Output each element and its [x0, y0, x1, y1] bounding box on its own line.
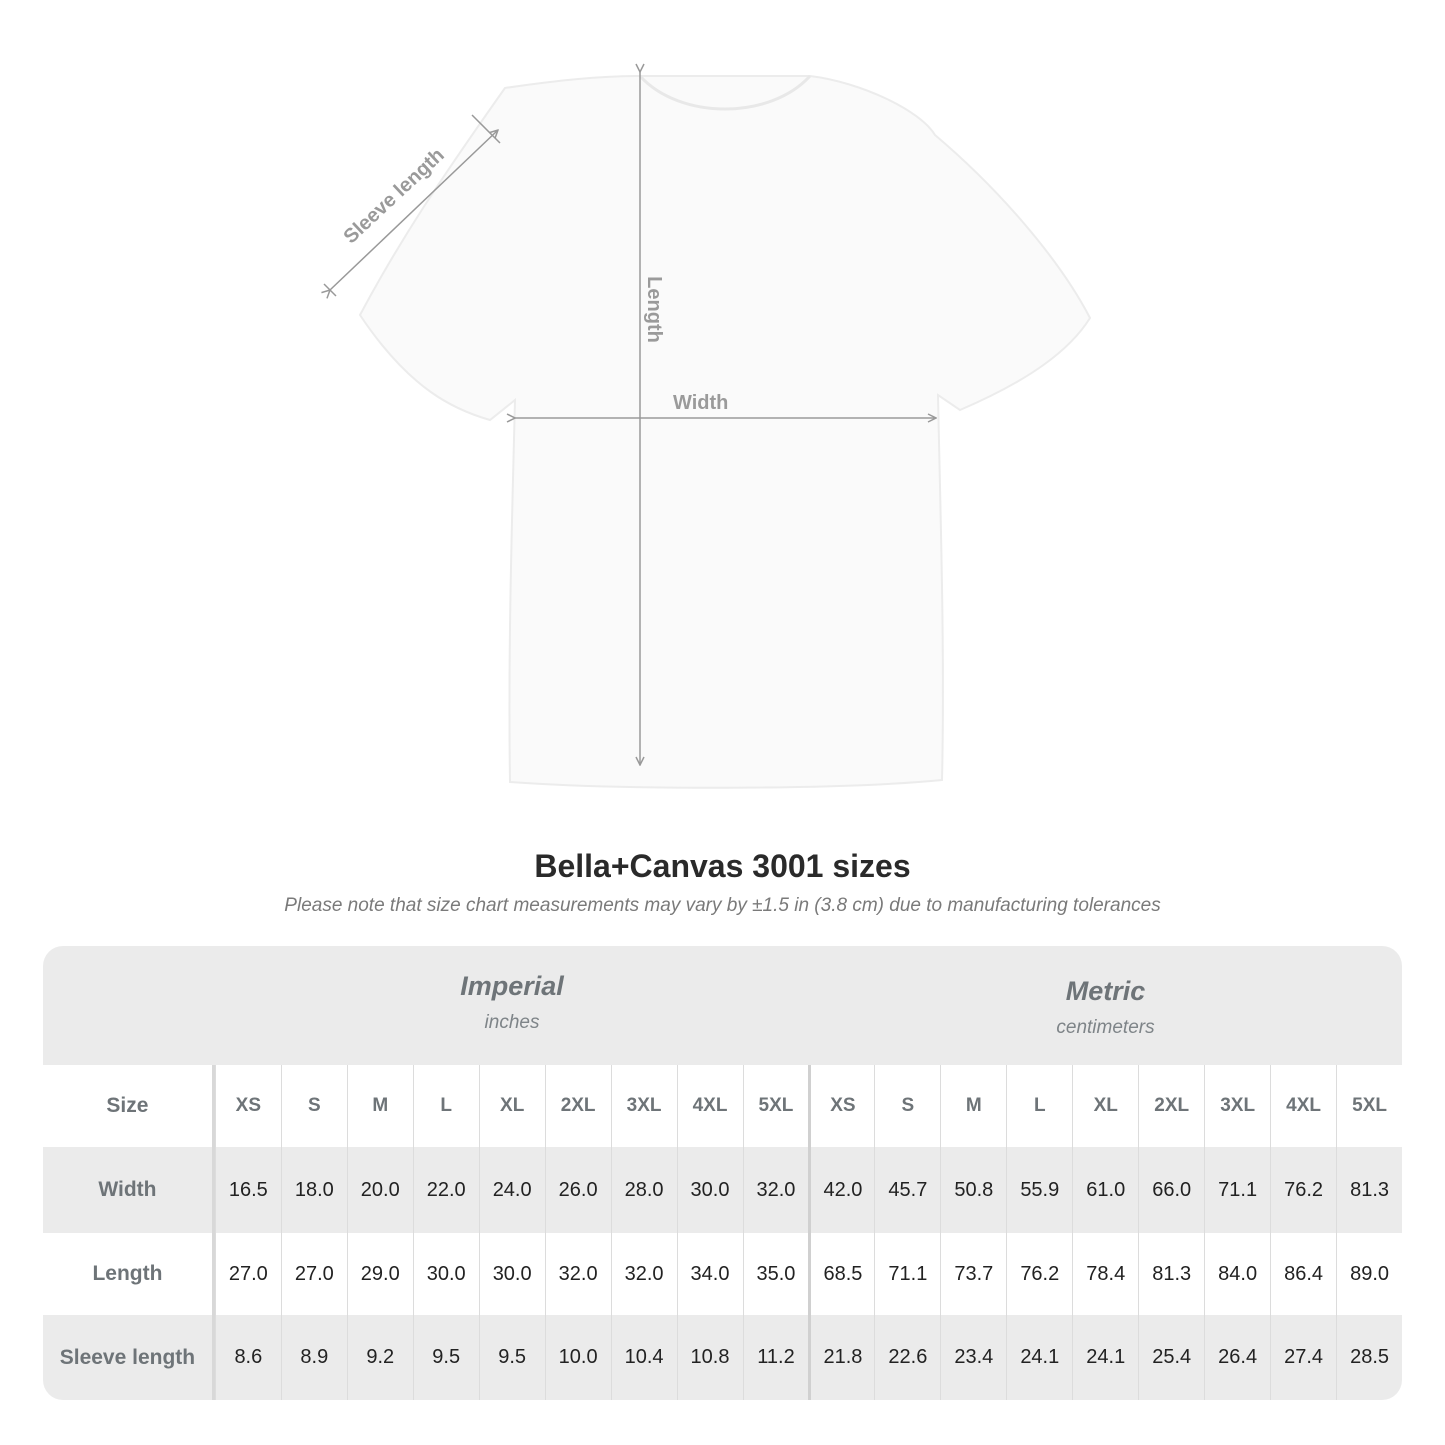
size-imperial-header: XL — [478, 1065, 545, 1147]
metric-value-cell: 76.2 — [1270, 1147, 1336, 1233]
tolerance-note: Please note that size chart measurements… — [284, 895, 1161, 916]
imperial-value-cell: 32.0 — [544, 1233, 611, 1315]
size-imperial-header: M — [346, 1065, 413, 1147]
imperial-value-cell: 24.0 — [478, 1147, 545, 1233]
imperial-value-cell: 30.0 — [676, 1147, 743, 1233]
metric-value-cell: 50.8 — [940, 1147, 1006, 1233]
tshirt-diagram — [0, 0, 1092, 789]
imperial-value-cell: 11.2 — [742, 1315, 809, 1400]
row-label: Length — [43, 1233, 215, 1315]
size-metric-header: XS — [808, 1065, 874, 1147]
metric-value-cell: 21.8 — [808, 1315, 874, 1400]
size-imperial-header: S — [280, 1065, 347, 1147]
imperial-value-cell: 18.0 — [280, 1147, 347, 1233]
metric-value-cell: 22.6 — [874, 1315, 940, 1400]
metric-value-cell: 76.2 — [1006, 1233, 1072, 1315]
size-imperial-header: 3XL — [610, 1065, 677, 1147]
length-label: Length — [642, 276, 665, 343]
imperial-value-cell: 10.4 — [610, 1315, 677, 1400]
size-metric-header: 4XL — [1270, 1065, 1336, 1147]
size-header-row: Size XS S M L XL 2XL 3XL 4XL 5XL XS S M L XL 2XL 3XL 4XL 5… — [43, 1065, 1402, 1147]
imperial-value-cell: 29.0 — [346, 1233, 413, 1315]
metric-value-cell: 71.1 — [874, 1233, 940, 1315]
metric-value-cell: 81.3 — [1336, 1147, 1402, 1233]
metric-value-cell: 71.1 — [1204, 1147, 1270, 1233]
imperial-value-cell: 9.5 — [412, 1315, 479, 1400]
imperial-value-cell: 32.0 — [742, 1147, 809, 1233]
imperial-value-cell: 28.0 — [610, 1147, 677, 1233]
size-metric-header: 5XL — [1336, 1065, 1402, 1147]
metric-value-cell: 42.0 — [808, 1147, 874, 1233]
page-title: Bella+Canvas 3001 sizes — [534, 848, 911, 884]
metric-value-cell: 24.1 — [1072, 1315, 1138, 1400]
metric-value-cell: 23.4 — [940, 1315, 1006, 1400]
sleeve-length-arrow — [330, 130, 498, 290]
size-metric-header: XL — [1072, 1065, 1138, 1147]
metric-header: Metric centimeters — [809, 946, 1402, 1064]
imperial-value-cell: 35.0 — [742, 1233, 809, 1315]
imperial-value-cell: 10.0 — [544, 1315, 611, 1400]
metric-value-cell: 28.5 — [1336, 1315, 1402, 1400]
imperial-value-cell: 20.0 — [346, 1147, 413, 1233]
imperial-header: Imperial inches — [215, 946, 809, 1064]
imperial-value-cell: 27.0 — [214, 1233, 281, 1315]
metric-value-cell: 78.4 — [1072, 1233, 1138, 1315]
row-label: Width — [43, 1147, 215, 1233]
imperial-value-cell: 32.0 — [610, 1233, 677, 1315]
imperial-value-cell: 22.0 — [412, 1147, 479, 1233]
size-metric-header: 2XL — [1138, 1065, 1204, 1147]
table-row: Sleeve length 8.6 8.9 9.2 9.5 9.5 10.0 10.4 10.8… — [43, 1315, 1402, 1400]
metric-value-cell: 24.1 — [1006, 1315, 1072, 1400]
collar — [638, 74, 812, 111]
row-label: Sleeve length — [43, 1315, 215, 1400]
metric-value-cell: 81.3 — [1138, 1233, 1204, 1315]
size-label: Size — [43, 1065, 215, 1147]
size-metric-header: S — [874, 1065, 940, 1147]
metric-title: Metric — [1065, 976, 1146, 1006]
metric-value-cell: 61.0 — [1072, 1147, 1138, 1233]
imperial-value-cell: 10.8 — [676, 1315, 743, 1400]
imperial-value-cell: 26.0 — [544, 1147, 611, 1233]
size-imperial-header: 5XL — [742, 1065, 809, 1147]
imperial-value-cell: 8.9 — [280, 1315, 347, 1400]
imperial-value-cell: 9.2 — [346, 1315, 413, 1400]
metric-value-cell: 86.4 — [1270, 1233, 1336, 1315]
size-imperial-header: 4XL — [676, 1065, 743, 1147]
imperial-value-cell: 30.0 — [412, 1233, 479, 1315]
metric-value-cell: 89.0 — [1336, 1233, 1402, 1315]
size-metric-header: 3XL — [1204, 1065, 1270, 1147]
metric-value-cell: 26.4 — [1204, 1315, 1270, 1400]
table-row: Width 16.5 18.0 20.0 22.0 24.0 26.0 28.0 30.0 32.… — [43, 1147, 1402, 1233]
imperial-value-cell: 30.0 — [478, 1233, 545, 1315]
table-row: Length 27.0 27.0 29.0 30.0 30.0 32.0 32.0 34.0 35… — [43, 1233, 1402, 1315]
size-imperial-header: 2XL — [544, 1065, 611, 1147]
size-metric-header: M — [940, 1065, 1006, 1147]
metric-value-cell: 68.5 — [808, 1233, 874, 1315]
imperial-value-cell: 16.5 — [214, 1147, 281, 1233]
metric-value-cell: 84.0 — [1204, 1233, 1270, 1315]
imperial-value-cell: 8.6 — [214, 1315, 281, 1400]
size-imperial-header: XS — [214, 1065, 281, 1147]
size-imperial-header: L — [412, 1065, 479, 1147]
metric-value-cell: 66.0 — [1138, 1147, 1204, 1233]
metric-value-cell: 73.7 — [940, 1233, 1006, 1315]
metric-unit: centimeters — [1056, 1017, 1155, 1038]
imperial-value-cell: 9.5 — [478, 1315, 545, 1400]
tshirt-shape — [358, 75, 1092, 789]
metric-value-cell: 25.4 — [1138, 1315, 1204, 1400]
imperial-title: Imperial — [460, 971, 564, 1001]
metric-value-cell: 45.7 — [874, 1147, 940, 1233]
size-table: Imperial inches Metric centimeters Size X… — [43, 946, 1402, 1400]
size-metric-header: L — [1006, 1065, 1072, 1147]
imperial-value-cell: 34.0 — [676, 1233, 743, 1315]
imperial-unit: inches — [484, 1012, 540, 1033]
metric-value-cell: 55.9 — [1006, 1147, 1072, 1233]
imperial-value-cell: 27.0 — [280, 1233, 347, 1315]
width-label: Width — [673, 392, 729, 414]
metric-value-cell: 27.4 — [1270, 1315, 1336, 1400]
